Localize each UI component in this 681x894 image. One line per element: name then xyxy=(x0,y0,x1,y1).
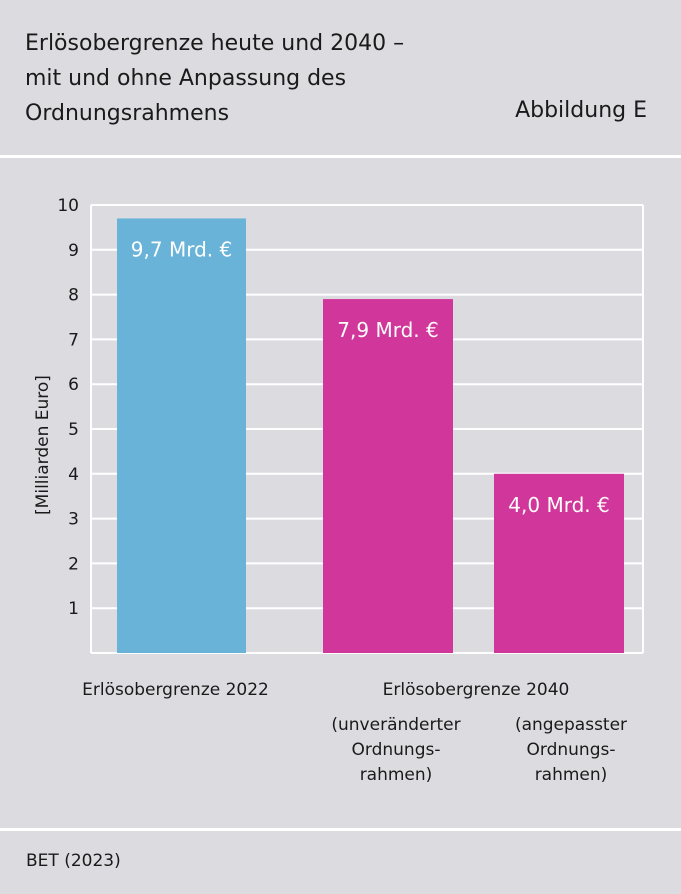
footer-divider xyxy=(0,828,681,831)
y-tick-label-1: 1 xyxy=(68,599,79,619)
header-divider xyxy=(0,155,681,158)
y-tick-label-8: 8 xyxy=(68,286,79,306)
x-sublabel-3-line-3: rahmen) xyxy=(535,765,608,785)
bar-2 xyxy=(323,299,453,653)
bar-value-label-3: 4,0 Mrd. € xyxy=(508,493,609,517)
y-tick-label-6: 6 xyxy=(68,375,79,395)
y-tick-label-7: 7 xyxy=(68,330,79,350)
figure-label: Abbildung E xyxy=(515,98,647,123)
bar-value-label-2: 7,9 Mrd. € xyxy=(337,318,438,342)
y-tick-label-4: 4 xyxy=(68,465,79,485)
title-line-3: Ordnungsrahmens xyxy=(25,101,230,126)
y-tick-label-3: 3 xyxy=(68,510,79,530)
source-note: BET (2023) xyxy=(26,851,121,871)
y-tick-label-2: 2 xyxy=(68,554,79,574)
x-sublabel-3-line-2: Ordnungs- xyxy=(527,740,616,760)
title-line-1: Erlösobergrenze heute und 2040 – xyxy=(25,31,405,56)
chart-title: Erlösobergrenze heute und 2040 – mit und… xyxy=(25,26,495,131)
y-tick-label-10: 10 xyxy=(57,196,79,216)
y-tick-label-9: 9 xyxy=(68,241,79,261)
bar-1 xyxy=(117,218,246,653)
x-category-label-1: Erlösobergrenze 2022 xyxy=(82,680,269,700)
bar-chart: 1 2 3 4 5 6 7 8 9 10 9,7 Mrd. € 7,9 Mrd. € 4,0 Mrd. … xyxy=(57,196,644,785)
x-category-label-2: Erlösobergrenze 2040 xyxy=(383,680,570,700)
x-sublabel-2-line-2: Ordnungs- xyxy=(352,740,441,760)
title-line-2: mit und ohne Anpassung des xyxy=(25,66,347,91)
y-tick-label-5: 5 xyxy=(68,420,79,440)
x-sublabel-2-line-3: rahmen) xyxy=(360,765,433,785)
x-sublabel-2-line-1: (unveränderter xyxy=(331,715,460,735)
bar-3 xyxy=(494,473,624,653)
bar-value-label-1: 9,7 Mrd. € xyxy=(131,237,232,261)
x-sublabel-3-line-1: (angepasster xyxy=(515,715,627,735)
